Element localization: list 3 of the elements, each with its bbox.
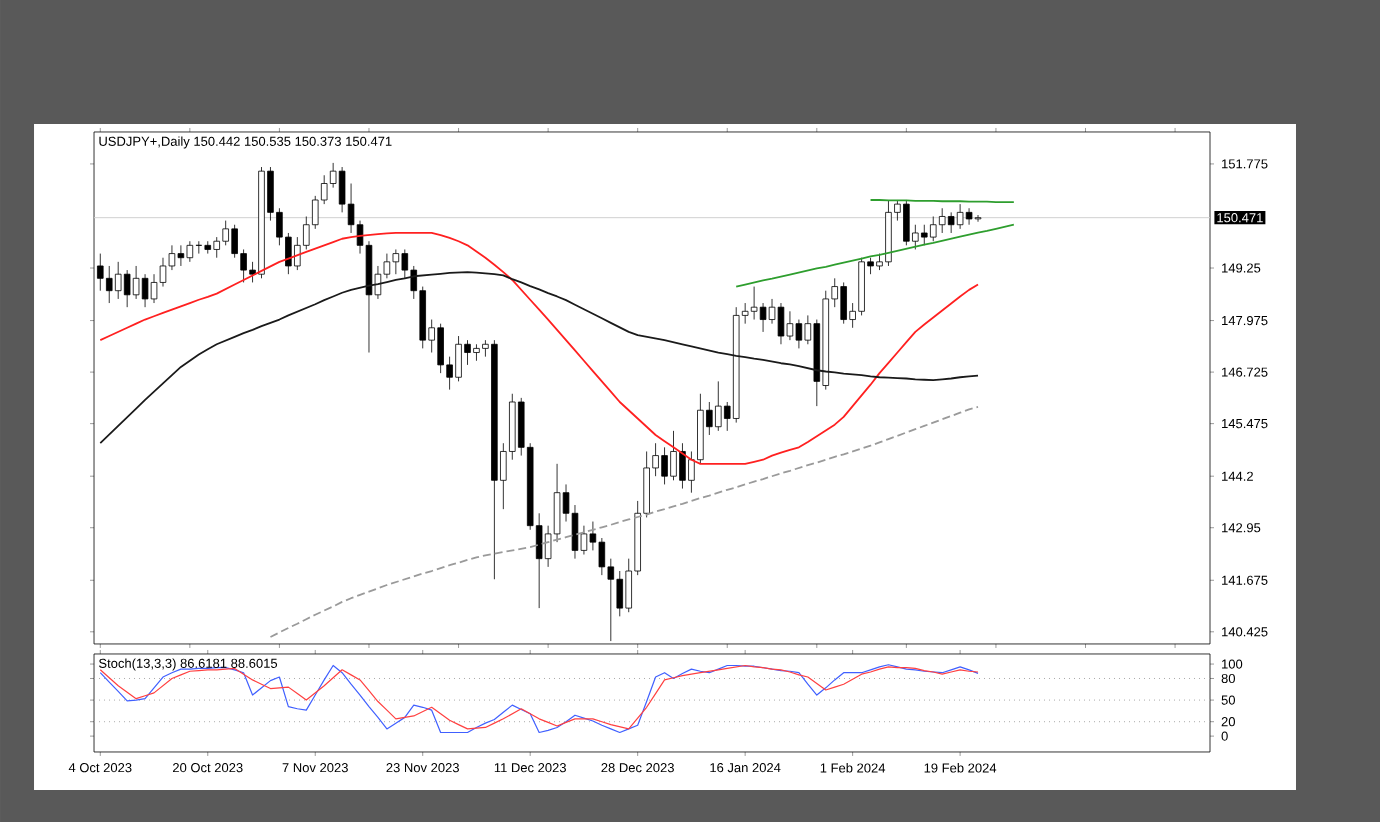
candlestick [150, 273, 158, 304]
candlestick [777, 302, 785, 345]
candlestick [974, 214, 982, 223]
